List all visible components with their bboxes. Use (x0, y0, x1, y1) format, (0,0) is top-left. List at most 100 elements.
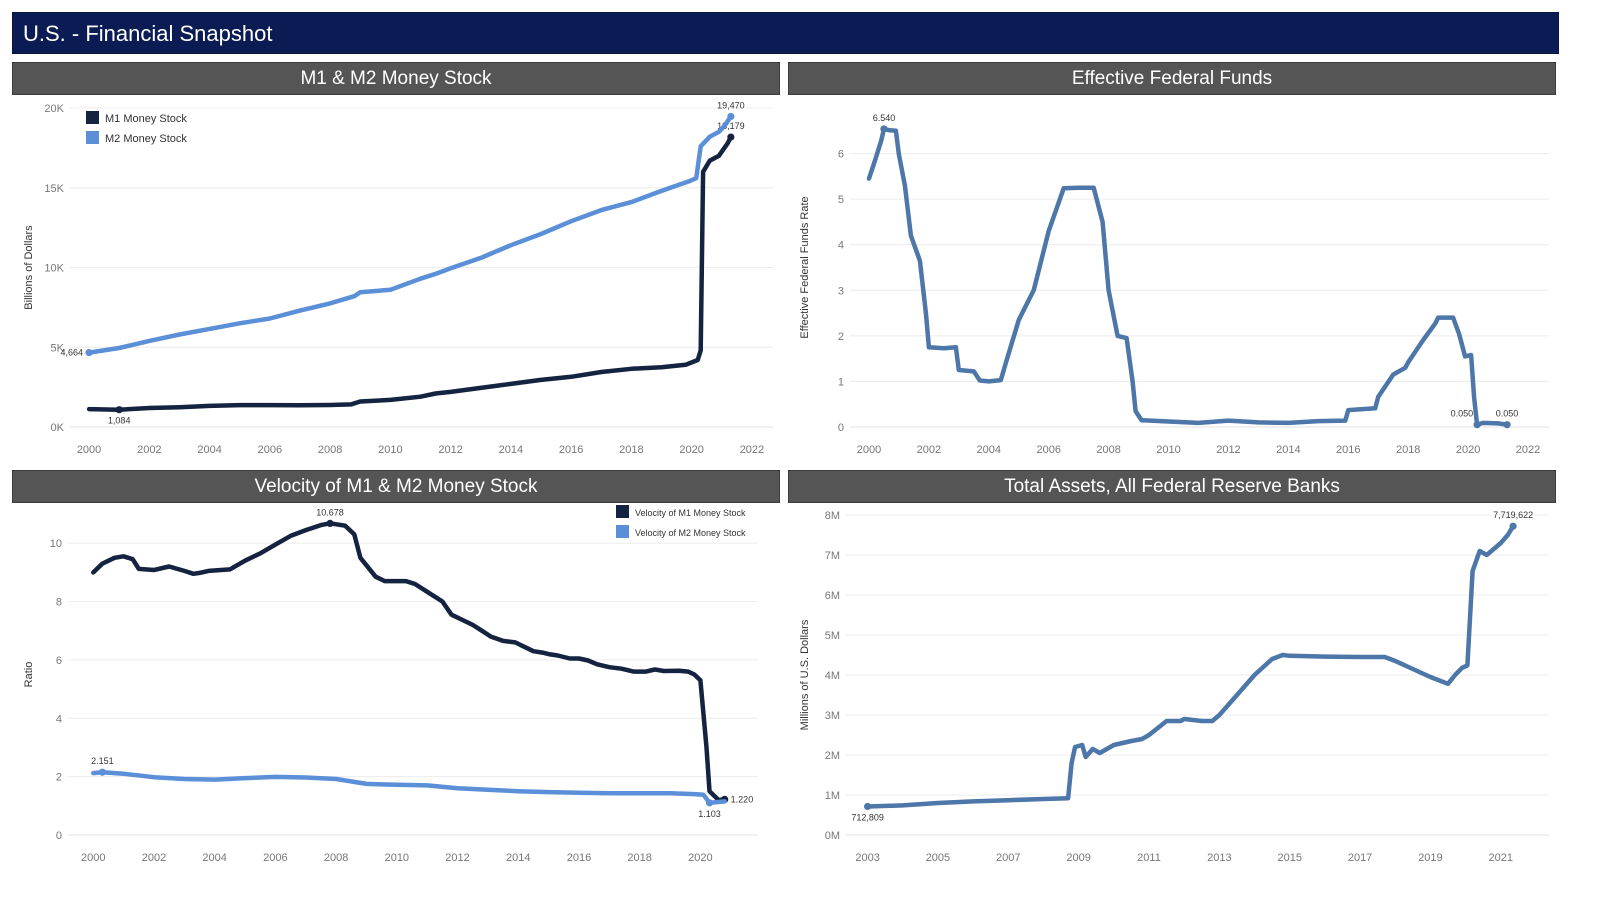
series-line-1 (866, 126, 1510, 427)
x-tick-label: 2018 (1396, 444, 1420, 456)
y-axis-title: Billions of Dollars (23, 225, 35, 310)
x-tick-label: 2017 (1348, 852, 1372, 864)
data-label: 1.103 (698, 809, 721, 819)
y-tick-label: 4 (56, 713, 62, 725)
x-tick-label: 2009 (1066, 852, 1090, 864)
data-label: 2.151 (91, 756, 114, 766)
legend-swatch (616, 505, 629, 518)
data-point-marker (1503, 421, 1511, 429)
x-tick-label: 2006 (258, 444, 282, 456)
data-point-marker (880, 125, 888, 133)
money-stock-chart: 0K 5K 10K 15K 20K 2000 2002 2004 2006 2008 2010 201… (23, 100, 773, 456)
x-tick-label: 2019 (1418, 852, 1442, 864)
x-tick-label: 2020 (679, 444, 703, 456)
x-tick-label: 2014 (1276, 444, 1300, 456)
y-tick-label: 10 (50, 538, 62, 550)
y-tick-label: 2M (825, 750, 840, 762)
x-tick-label: 2000 (81, 852, 105, 864)
series-line-1 (86, 134, 734, 412)
x-tick-label: 2016 (567, 852, 591, 864)
data-point-marker (727, 112, 735, 121)
x-tick-label: 2006 (1036, 444, 1060, 456)
data-point-marker (326, 519, 334, 527)
total-assets-header: Total Assets, All Federal Reserve Banks (788, 470, 1556, 503)
x-tick-label: 2012 (1216, 444, 1240, 456)
series-line-2 (86, 114, 734, 355)
x-tick-label: 2022 (740, 444, 764, 456)
data-label: 1.220 (731, 794, 754, 804)
x-tick-label: 2018 (619, 444, 643, 456)
data-label: 18,179 (717, 121, 745, 131)
y-tick-label: 0 (838, 422, 844, 434)
legend-swatch (86, 111, 99, 124)
y-tick-label: 1 (838, 376, 844, 388)
y-tick-label: 20K (44, 103, 64, 115)
data-point-marker (705, 799, 714, 807)
y-tick-label: 0K (51, 422, 65, 434)
y-tick-label: 8 (56, 597, 62, 609)
data-point-marker (85, 349, 93, 357)
data-label: 4,664 (61, 348, 84, 358)
legend-label: Velocity of M2 Money Stock (635, 528, 746, 538)
x-tick-label: 2002 (142, 852, 166, 864)
legend-label: M2 Money Stock (105, 133, 187, 145)
data-point-marker (98, 768, 106, 776)
y-axis-title: Ratio (23, 662, 35, 688)
y-tick-label: 6 (838, 149, 844, 161)
x-tick-label: 2016 (1336, 444, 1360, 456)
page-title: U.S. - Financial Snapshot (23, 21, 273, 46)
x-tick-label: 2000 (77, 444, 101, 456)
y-tick-label: 6 (56, 655, 62, 667)
x-tick-label: 2004 (202, 852, 226, 864)
data-point-marker (727, 133, 735, 141)
x-tick-label: 2008 (1096, 444, 1120, 456)
data-point-marker (115, 406, 123, 414)
legend-label: M1 Money Stock (105, 113, 187, 125)
x-tick-label: 2010 (385, 852, 409, 864)
x-tick-label: 2020 (688, 852, 712, 864)
y-tick-label: 4M (825, 670, 840, 682)
data-label: 1,084 (108, 416, 131, 426)
x-tick-label: 2003 (855, 852, 879, 864)
x-tick-label: 2010 (1156, 444, 1180, 456)
y-tick-label: 2 (838, 331, 844, 343)
x-tick-label: 2016 (559, 444, 583, 456)
y-tick-label: 3M (825, 710, 840, 722)
y-tick-label: 4 (838, 240, 844, 252)
x-tick-label: 2022 (1516, 444, 1540, 456)
x-tick-label: 2014 (499, 444, 523, 456)
x-tick-label: 2004 (977, 444, 1001, 456)
x-tick-label: 2007 (996, 852, 1020, 864)
x-tick-label: 2008 (318, 444, 342, 456)
x-tick-label: 2012 (438, 444, 462, 456)
data-label: 7,719,622 (1493, 510, 1533, 520)
data-point-marker (1509, 522, 1517, 530)
series-line-1 (865, 523, 1516, 809)
velocity-header: Velocity of M1 & M2 Money Stock (12, 470, 780, 503)
fed-funds-chart: 0 1 2 3 4 5 6 2000 2002 2004 2006 2008 2010 2012 2014 2… (799, 113, 1549, 456)
y-tick-label: 5 (838, 194, 844, 206)
x-tick-label: 2015 (1277, 852, 1301, 864)
data-label: 0.050 (1496, 409, 1519, 419)
banner: U.S. - Financial Snapshot (12, 12, 1559, 54)
series-line-2 (91, 769, 727, 806)
y-tick-label: 7M (825, 550, 840, 562)
velocity-chart: 0 2 4 6 8 10 2000 2002 2004 2006 2008 2010 2012 2014 2… (23, 505, 758, 864)
y-tick-label: 5M (825, 630, 840, 642)
y-tick-label: 5K (51, 342, 65, 354)
data-point-marker (863, 802, 872, 811)
y-tick-label: 2 (56, 772, 62, 784)
series-line-1 (91, 521, 727, 803)
x-tick-label: 2008 (324, 852, 348, 864)
x-tick-label: 2010 (378, 444, 402, 456)
y-axis-title: Millions of U.S. Dollars (799, 619, 811, 730)
data-label: 10.678 (316, 507, 344, 517)
x-tick-label: 2018 (627, 852, 651, 864)
x-tick-label: 2006 (263, 852, 287, 864)
y-tick-label: 0M (825, 830, 840, 842)
data-point-marker (1473, 421, 1481, 429)
x-tick-label: 2002 (917, 444, 941, 456)
x-tick-label: 2020 (1456, 444, 1480, 456)
data-label: 0.050 (1451, 409, 1474, 419)
x-tick-label: 2014 (506, 852, 530, 864)
